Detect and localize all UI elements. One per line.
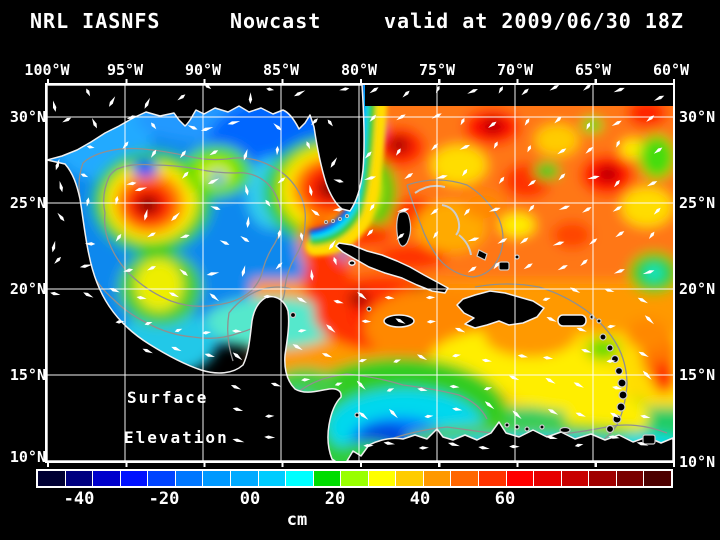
lon-label: 70°W [496,61,534,79]
land-cuba [335,242,449,294]
colorbar-segment [203,471,230,486]
bathymetry-contours [77,147,668,448]
lat-label-right: 25°N [679,194,716,212]
lat-label-left: 30°N [9,108,46,126]
lat-label-left: 20°N [9,280,46,298]
colorbar-tick-label: 40 [409,489,431,509]
vector-field [50,85,665,450]
colorbar-segment [148,471,175,486]
colorbar-segment [451,471,478,486]
colorbar-segment [38,471,65,486]
colorbar-segment [93,471,120,486]
colorbar-segment [534,471,561,486]
lon-label: 90°W [184,61,222,79]
colorbar-segment [258,471,286,486]
model-title: NRL IASNFS [30,9,161,33]
map-figure [47,85,673,461]
lat-label-right: 20°N [679,280,716,298]
colorbar-segment [175,471,203,486]
lon-label: 65°W [574,61,612,79]
graticule-gridlines [47,85,673,461]
field-label-line2: Elevation [124,428,229,447]
island-chains [289,184,656,445]
lat-label-left: 25°N [9,194,46,212]
domain-boundary-mask [365,85,673,106]
colorbar-segment [423,471,451,486]
lon-label: 95°W [106,61,144,79]
land-mexico-central-america [47,159,342,461]
field-label-line1: Surface [127,388,209,407]
colorbar-unit-label: cm [286,510,308,530]
colorbar-segment [368,471,396,486]
colorbar-tick-label: 60 [494,489,516,509]
top-axis-ticks [47,79,675,85]
lat-label-left: 10°N [9,448,46,466]
colorbar-segment [589,471,616,486]
land-hispaniola [456,290,545,329]
colorbar-segment [65,471,93,486]
colorbar-segment [396,471,423,486]
colorbar-tick-label: -20 [148,489,180,509]
colorbar-segment [341,471,368,486]
bottom-axis-ticks [47,461,675,467]
colorbar-segment [120,471,148,486]
colorbar-segment [313,471,341,486]
lat-label-right: 15°N [679,366,716,384]
lat-label-left: 15°N [9,366,46,384]
lon-label: 85°W [262,61,300,79]
lat-label-right: 10°N [679,453,716,471]
colorbar-segment [616,471,644,486]
colorbar-tick-label: 20 [324,489,346,509]
colorbar [36,469,673,488]
lon-label: 80°W [340,61,378,79]
colorbar-segment [561,471,589,486]
colorbar-segment [230,471,258,486]
valid-time-title: valid at 2009/06/30 18Z [384,9,684,33]
land-puerto-rico [557,314,587,327]
lon-label: 100°W [24,61,70,79]
map-panel: Surface Elevation [45,83,675,463]
colorbar-segment [506,471,534,486]
colorbar-segment [479,471,506,486]
lon-label: 60°W [652,61,690,79]
lat-label-right: 30°N [679,108,716,126]
colorbar-segment [286,471,313,486]
lon-label: 75°W [418,61,456,79]
colorbar-tick-label: 00 [239,489,261,509]
product-title: Nowcast [230,9,322,33]
land-isle-of-youth [348,260,356,266]
colorbar-tick-label: -40 [63,489,95,509]
colorbar-segment [644,471,671,486]
land-south-america [346,421,673,461]
